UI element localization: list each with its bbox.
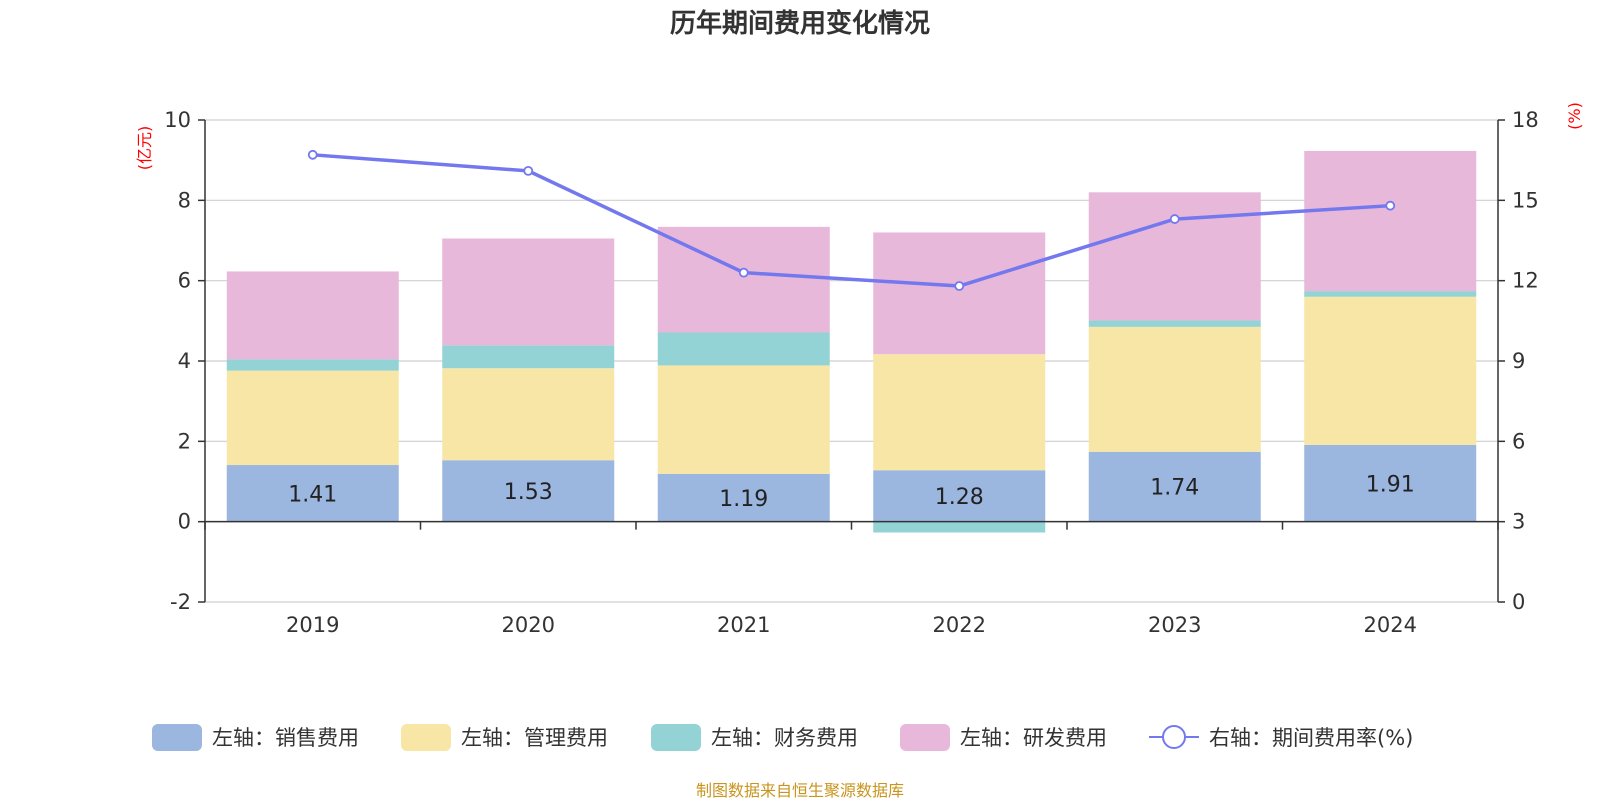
bar-sales-2022 [873, 470, 1046, 522]
data-label: 1.19 [719, 487, 768, 512]
bar-finance-2020 [442, 345, 615, 369]
right-tick-label: 3 [1512, 510, 1525, 534]
x-tick-label: 2019 [286, 613, 339, 637]
bar-admin-2020 [442, 368, 615, 461]
bar-finance-2019 [226, 359, 399, 371]
bar-admin-2019 [226, 370, 399, 466]
data-label: 1.41 [288, 482, 337, 507]
rate-point [1169, 214, 1180, 224]
left-tick-label: 6 [178, 269, 191, 293]
data-label: 1.91 [1366, 472, 1415, 497]
bar-admin-2021 [657, 365, 830, 474]
rate-point [307, 149, 318, 160]
series-line-rate [312, 153, 1391, 288]
rate-point [954, 281, 965, 291]
data-label: 1.28 [935, 485, 984, 510]
data-label: 1.53 [504, 480, 553, 505]
data-label: 1.74 [1150, 476, 1199, 501]
bar-sales-2023 [1088, 451, 1261, 522]
bar-rd-2019 [226, 271, 399, 360]
legend-marker-rate [1162, 725, 1186, 749]
bar-finance-2022 [873, 521, 1046, 533]
bar-rd-2022 [873, 232, 1046, 355]
legend-label-rd: 左轴：研发费用 [960, 726, 1107, 750]
source-note: 制图数据来自恒生聚源数据库 [696, 781, 904, 800]
x-tick-label: 2023 [1148, 613, 1201, 637]
bar-finance-2021 [657, 332, 830, 366]
left-tick-label: 10 [164, 108, 191, 132]
left-tick-label: 4 [178, 349, 191, 373]
right-tick-label: 12 [1512, 269, 1539, 293]
legend-label-admin: 左轴：管理费用 [461, 726, 608, 750]
left-tick-label: 8 [178, 188, 191, 212]
legend-swatch-sales [152, 724, 202, 751]
legend-label-sales: 左轴：销售费用 [212, 726, 359, 750]
right-tick-label: 18 [1512, 108, 1539, 132]
left-axis-unit: (亿元) [135, 126, 154, 171]
rate-point [1385, 200, 1396, 211]
bar-rd-2024 [1304, 150, 1477, 292]
legend-swatch-rd [900, 724, 950, 751]
bar-admin-2023 [1088, 326, 1261, 452]
legend-swatch-admin [401, 724, 451, 751]
left-tick-label: 0 [178, 510, 191, 534]
legend: 左轴：销售费用 左轴：管理费用 左轴：财务费用 左轴：研发费用 右轴：期间费用率(%) [152, 724, 1413, 751]
grid-layer [205, 119, 1498, 603]
bar-finance-2023 [1088, 320, 1261, 327]
right-axis-unit: (%) [1565, 102, 1584, 130]
labels-layer: 1.41 1.53 1.19 1.28 1.74 1.91 [288, 472, 1414, 511]
bar-sales-2024 [1304, 444, 1477, 522]
right-tick-label: 9 [1512, 349, 1525, 373]
left-tick-label: 2 [178, 429, 191, 453]
bar-admin-2024 [1304, 296, 1477, 445]
bar-rd-2023 [1088, 192, 1261, 321]
bar-rd-2020 [442, 238, 615, 346]
right-tick-label: 0 [1512, 590, 1525, 614]
bars-layer [226, 150, 1477, 533]
chart-title: 历年期间费用变化情况 [670, 8, 930, 39]
legend-label-finance: 左轴：财务费用 [711, 726, 858, 750]
x-tick-label: 2022 [933, 613, 986, 637]
x-tick-label: 2024 [1364, 613, 1417, 637]
right-tick-label: 15 [1512, 188, 1539, 212]
rate-point [523, 165, 534, 176]
line-layer [307, 149, 1396, 291]
bar-sales-2021 [657, 473, 830, 522]
left-tick-label: -2 [170, 590, 191, 614]
x-tick-label: 2021 [717, 613, 770, 637]
bar-admin-2022 [873, 354, 1046, 471]
bar-sales-2020 [442, 460, 615, 522]
x-tick-label: 2020 [502, 613, 555, 637]
legend-swatch-finance [651, 724, 701, 751]
legend-label-rate: 右轴：期间费用率(%) [1209, 726, 1413, 750]
bar-sales-2019 [226, 465, 399, 522]
rate-point [738, 267, 749, 278]
bar-finance-2024 [1304, 291, 1477, 297]
axes-layer: -2 0 2 4 6 8 10 0 3 6 9 12 15 18 2019 2020 2021 2022 2023 2… [135, 102, 1584, 637]
right-tick-label: 6 [1512, 429, 1525, 453]
